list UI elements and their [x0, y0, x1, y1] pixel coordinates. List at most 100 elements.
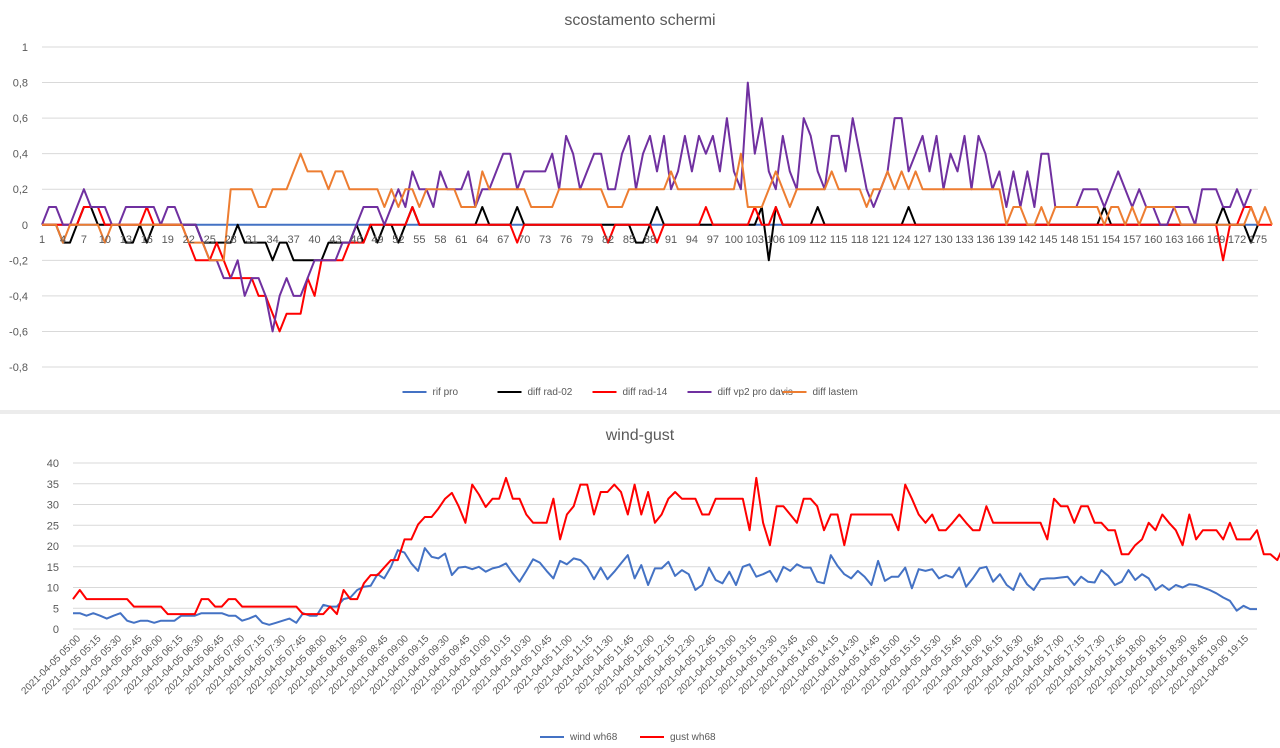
series-line-diff-vp2-pro-davis — [41, 81, 1252, 333]
x-tick-labels: 1 4 7 10 13 16 19 22 25 28 31 34 37 40 43 46 49 52 55 58 61 6… — [39, 234, 1267, 246]
x-tick-label: 40 — [308, 234, 320, 246]
y-tick-labels: 40 35 30 25 20 15 10 5 0 — [47, 458, 59, 636]
x-tick-label: 46 — [350, 234, 362, 246]
series-line-wind-wh68 — [73, 547, 1257, 626]
x-tick-label: 7 — [81, 234, 87, 246]
chart-scostamento-svg: scostamento schermi 1 0,8 0,6 0,4 0,2 0 -0,2 -0… — [9, 12, 1273, 398]
series-line-diff-rad-14 — [42, 206, 1272, 333]
x-tick-label: 124 — [892, 234, 910, 246]
x-tick-label: 118 — [851, 234, 869, 246]
legend: rif pro diff rad-02 diff rad-14 diff vp2 pr… — [402, 387, 858, 398]
x-tick-label: 55 — [413, 234, 425, 246]
chart-title: wind-gust — [605, 427, 675, 444]
legend-item: diff rad-02 — [497, 387, 573, 398]
y-tick-label: 0,4 — [13, 149, 28, 161]
x-tick-label: 163 — [1165, 234, 1183, 246]
legend-item: diff vp2 pro davis — [687, 387, 793, 398]
legend-item: gust wh68 — [640, 732, 716, 743]
y-tick-label: 30 — [47, 500, 59, 512]
x-tick-label: 106 — [767, 234, 785, 246]
x-tick-label: 70 — [518, 234, 530, 246]
x-tick-label: 4 — [60, 234, 66, 246]
x-tick-label: 13 — [120, 234, 132, 246]
x-tick-label: 49 — [371, 234, 383, 246]
legend-item: rif pro — [402, 387, 459, 398]
x-tick-label: 127 — [913, 234, 931, 246]
x-tick-label: 139 — [997, 234, 1015, 246]
x-tick-label: 58 — [434, 234, 446, 246]
x-tick-label: 154 — [1102, 234, 1120, 246]
x-tick-label: 145 — [1039, 234, 1057, 246]
y-tick-label: 20 — [47, 541, 59, 553]
x-tick-label: 28 — [225, 234, 237, 246]
x-tick-label: 142 — [1018, 234, 1036, 246]
y-tick-label: 0,8 — [13, 78, 28, 90]
legend-item: wind wh68 — [540, 732, 618, 743]
chart-panel-wind-gust: wind-gust 40 35 30 25 20 15 10 5 0 2021-04-05 05… — [0, 414, 1280, 748]
x-tick-label: 22 — [183, 234, 195, 246]
x-tick-label: 103 — [746, 234, 764, 246]
x-tick-label: 52 — [392, 234, 404, 246]
x-tick-label: 175 — [1249, 234, 1267, 246]
legend-label: diff rad-14 — [623, 387, 668, 398]
x-tick-label: 25 — [204, 234, 216, 246]
legend-item: diff lastem — [782, 387, 858, 398]
y-tick-label: -0,4 — [9, 291, 28, 303]
x-tick-label: 172 — [1228, 234, 1246, 246]
x-tick-label: 160 — [1144, 234, 1162, 246]
y-tick-label: 0,2 — [13, 184, 28, 196]
grid-lines — [73, 462, 1257, 630]
series-line-gust-wh68 — [72, 476, 1280, 616]
x-tick-label: 43 — [329, 234, 341, 246]
x-tick-label: 91 — [665, 234, 677, 246]
y-tick-label: 5 — [53, 603, 59, 615]
y-tick-label: 25 — [47, 520, 59, 532]
legend-label: diff rad-02 — [528, 387, 573, 398]
legend-label: wind wh68 — [569, 732, 618, 743]
legend-label: diff lastem — [813, 387, 858, 398]
x-tick-label: 34 — [266, 234, 278, 246]
x-tick-label: 148 — [1060, 234, 1078, 246]
x-tick-label: 121 — [871, 234, 889, 246]
x-tick-label: 94 — [686, 234, 698, 246]
y-tick-label: 10 — [47, 583, 59, 595]
x-tick-label: 37 — [287, 234, 299, 246]
x-tick-label: 31 — [246, 234, 258, 246]
chart-title: scostamento schermi — [564, 12, 715, 29]
legend-label: rif pro — [433, 387, 459, 398]
x-tick-label: 19 — [162, 234, 174, 246]
x-tick-label: 109 — [788, 234, 806, 246]
x-tick-label: 169 — [1207, 234, 1225, 246]
x-tick-label: 73 — [539, 234, 551, 246]
y-tick-label: 15 — [47, 562, 59, 574]
legend: wind wh68 gust wh68 — [540, 732, 716, 743]
y-tick-label: 0 — [22, 220, 28, 232]
x-tick-label: 115 — [830, 234, 848, 246]
y-tick-label: 0,6 — [13, 113, 28, 125]
x-tick-label: 67 — [497, 234, 509, 246]
chart-panel-scostamento: scostamento schermi 1 0,8 0,6 0,4 0,2 0 -0,2 -0… — [0, 0, 1280, 410]
y-tick-label: 0 — [53, 624, 59, 636]
x-tick-label: 151 — [1081, 234, 1099, 246]
x-tick-label: 1 — [39, 234, 45, 246]
y-tick-label: 40 — [47, 458, 59, 470]
x-tick-label: 136 — [976, 234, 994, 246]
y-tick-labels: 1 0,8 0,6 0,4 0,2 0 -0,2 -0,4 -0,6 -0,8 — [9, 42, 28, 374]
legend-item: diff rad-14 — [592, 387, 668, 398]
x-tick-label: 130 — [934, 234, 952, 246]
chart-wind-gust-svg: wind-gust 40 35 30 25 20 15 10 5 0 2021-04-05 05… — [20, 427, 1280, 743]
x-tick-label: 16 — [141, 234, 153, 246]
y-tick-label: -0,6 — [9, 326, 28, 338]
x-tick-label: 157 — [1123, 234, 1141, 246]
x-tick-label: 133 — [955, 234, 973, 246]
legend-label: gust wh68 — [670, 732, 716, 743]
series-line-diff-lastem — [42, 152, 1273, 262]
y-tick-label: 35 — [47, 479, 59, 491]
x-tick-label: 166 — [1186, 234, 1204, 246]
y-tick-label: -0,2 — [9, 255, 28, 267]
x-tick-label: 100 — [725, 234, 743, 246]
x-tick-label: 85 — [623, 234, 635, 246]
x-tick-label: 82 — [602, 234, 614, 246]
x-tick-label: 10 — [99, 234, 111, 246]
